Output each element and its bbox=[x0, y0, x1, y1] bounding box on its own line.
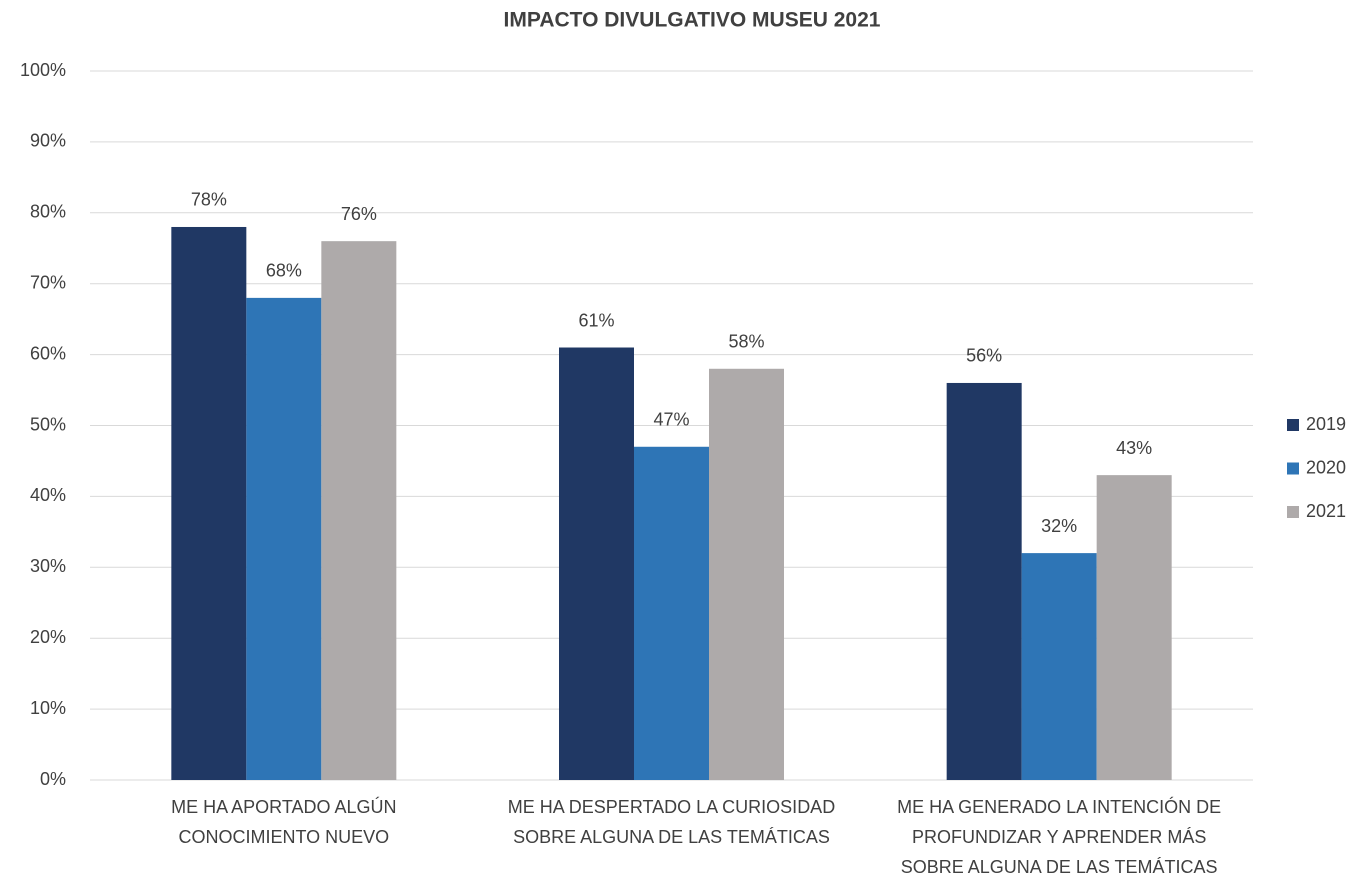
bar bbox=[171, 226, 247, 781]
y-tick-label: 0% bbox=[40, 769, 66, 789]
data-label: 76% bbox=[341, 204, 377, 224]
legend-swatch bbox=[1287, 419, 1299, 431]
y-tick-label: 50% bbox=[30, 414, 66, 434]
y-tick-label: 30% bbox=[30, 556, 66, 576]
bar bbox=[246, 297, 322, 780]
bar bbox=[634, 446, 709, 780]
y-tick-label: 70% bbox=[30, 272, 66, 292]
data-label: 32% bbox=[1041, 516, 1077, 536]
x-tick-label: SOBRE ALGUNA DE LAS TEMÁTICAS bbox=[513, 827, 830, 847]
bar bbox=[321, 241, 397, 780]
data-label: 61% bbox=[578, 310, 614, 330]
legend-label: 2021 bbox=[1306, 501, 1346, 521]
y-tick-label: 100% bbox=[20, 60, 66, 80]
y-tick-label: 40% bbox=[30, 485, 66, 505]
chart-title: IMPACTO DIVULGATIVO MUSEU 2021 bbox=[504, 9, 881, 32]
bar bbox=[1021, 553, 1097, 780]
data-label: 43% bbox=[1116, 438, 1152, 458]
legend-swatch bbox=[1287, 506, 1299, 518]
y-tick-label: 10% bbox=[30, 698, 66, 718]
y-tick-label: 80% bbox=[30, 202, 66, 222]
bar bbox=[1096, 475, 1172, 780]
data-label: 58% bbox=[728, 332, 764, 352]
y-tick-label: 60% bbox=[30, 343, 66, 363]
x-tick-label: CONOCIMIENTO NUEVO bbox=[178, 827, 389, 847]
y-tick-label: 20% bbox=[30, 627, 66, 647]
legend-swatch bbox=[1287, 462, 1299, 475]
legend-label: 2019 bbox=[1306, 414, 1346, 434]
x-tick-label: ME HA APORTADO ALGÚN bbox=[171, 796, 396, 817]
bar bbox=[709, 368, 784, 780]
y-tick-label: 90% bbox=[30, 131, 66, 151]
data-label: 56% bbox=[966, 346, 1002, 366]
data-label: 78% bbox=[191, 190, 227, 210]
data-label: 47% bbox=[653, 410, 689, 430]
bar bbox=[559, 347, 634, 780]
x-tick-label: ME HA GENERADO LA INTENCIÓN DE bbox=[897, 796, 1221, 817]
x-tick-label: SOBRE ALGUNA DE LAS TEMÁTICAS bbox=[901, 857, 1218, 877]
x-tick-label: PROFUNDIZAR Y APRENDER MÁS bbox=[912, 827, 1206, 847]
legend-label: 2020 bbox=[1306, 457, 1346, 477]
bar bbox=[946, 382, 1022, 780]
x-tick-label: ME HA DESPERTADO LA CURIOSIDAD bbox=[508, 797, 835, 817]
data-label: 68% bbox=[266, 261, 302, 281]
